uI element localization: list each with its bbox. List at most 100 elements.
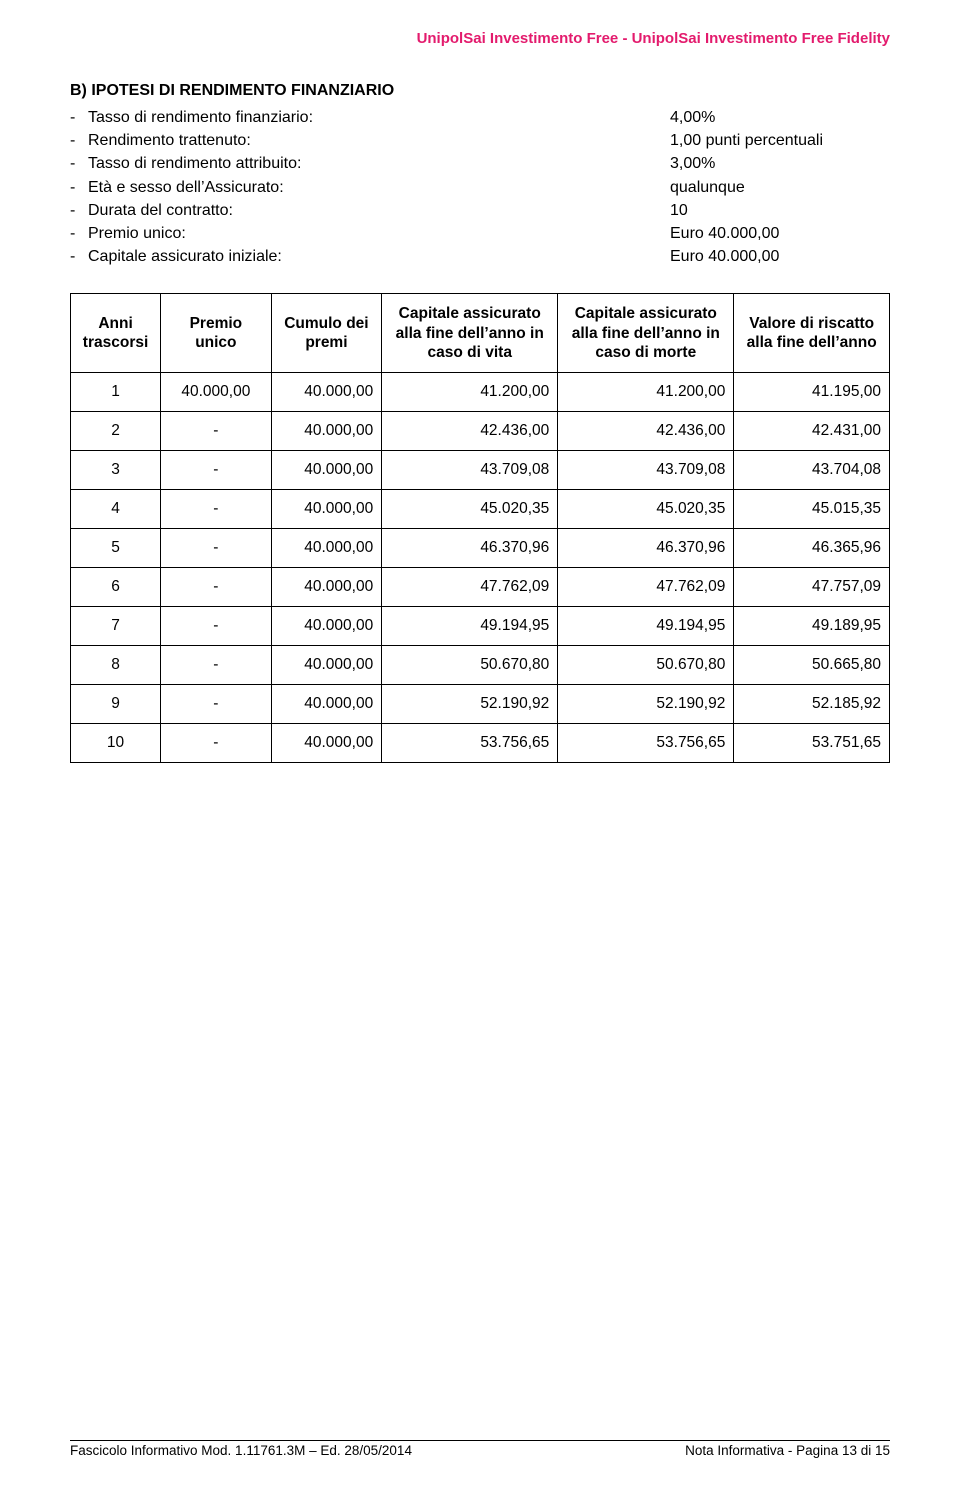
table-cell: 40.000,00	[271, 685, 382, 724]
def-label: Rendimento trattenuto:	[88, 129, 670, 152]
def-value: 4,00%	[670, 106, 890, 129]
table-cell: 42.436,00	[382, 412, 558, 451]
table-cell: 47.762,09	[382, 568, 558, 607]
table-cell: 8	[71, 646, 161, 685]
def-label: Tasso di rendimento finanziario:	[88, 106, 670, 129]
table-cell: 43.709,08	[558, 451, 734, 490]
table-cell: 40.000,00	[271, 724, 382, 763]
def-label: Capitale assicurato iniziale:	[88, 245, 670, 268]
table-cell: 10	[71, 724, 161, 763]
bullet-icon: -	[70, 199, 88, 222]
table-cell: 40.000,00	[271, 568, 382, 607]
table-cell: 40.000,00	[161, 373, 272, 412]
def-value: qualunque	[670, 176, 890, 199]
def-row: - Capitale assicurato iniziale: Euro 40.…	[70, 245, 890, 268]
table-cell: 50.670,80	[382, 646, 558, 685]
table-row: 8-40.000,0050.670,8050.670,8050.665,80	[71, 646, 890, 685]
hypothesis-definitions: - Tasso di rendimento finanziario: 4,00%…	[70, 106, 890, 268]
table-cell: 49.189,95	[734, 607, 890, 646]
table-cell: 50.670,80	[558, 646, 734, 685]
def-value: Euro 40.000,00	[670, 245, 890, 268]
table-cell: 47.757,09	[734, 568, 890, 607]
table-cell: 40.000,00	[271, 451, 382, 490]
section-title: B) IPOTESI DI RENDIMENTO FINANZIARIO	[70, 82, 890, 100]
table-row: 140.000,0040.000,0041.200,0041.200,0041.…	[71, 373, 890, 412]
table-cell: 46.370,96	[382, 529, 558, 568]
bullet-icon: -	[70, 106, 88, 129]
table-row: 7-40.000,0049.194,9549.194,9549.189,95	[71, 607, 890, 646]
col-header-cumulo: Cumulo dei premi	[271, 294, 382, 373]
table-cell: 52.185,92	[734, 685, 890, 724]
table-cell: 52.190,92	[382, 685, 558, 724]
table-cell: 6	[71, 568, 161, 607]
table-cell: 40.000,00	[271, 490, 382, 529]
def-row: - Tasso di rendimento attribuito: 3,00%	[70, 152, 890, 175]
table-cell: -	[161, 646, 272, 685]
col-header-cap-vita: Capitale assicurato alla fine dell’anno …	[382, 294, 558, 373]
footer-right: Nota Informativa - Pagina 13 di 15	[685, 1443, 890, 1458]
table-cell: 43.704,08	[734, 451, 890, 490]
table-cell: -	[161, 412, 272, 451]
def-value: 3,00%	[670, 152, 890, 175]
col-header-anni: Anni trascorsi	[71, 294, 161, 373]
table-cell: -	[161, 490, 272, 529]
table-cell: 47.762,09	[558, 568, 734, 607]
table-header-row: Anni trascorsi Premio unico Cumulo dei p…	[71, 294, 890, 373]
table-row: 3-40.000,0043.709,0843.709,0843.704,08	[71, 451, 890, 490]
projection-table: Anni trascorsi Premio unico Cumulo dei p…	[70, 293, 890, 763]
col-header-cap-morte: Capitale assicurato alla fine dell’anno …	[558, 294, 734, 373]
def-label: Durata del contratto:	[88, 199, 670, 222]
table-cell: -	[161, 451, 272, 490]
table-cell: 4	[71, 490, 161, 529]
table-cell: -	[161, 724, 272, 763]
table-row: 2-40.000,0042.436,0042.436,0042.431,00	[71, 412, 890, 451]
def-row: - Età e sesso dell’Assicurato: qualunque	[70, 176, 890, 199]
table-cell: 40.000,00	[271, 646, 382, 685]
table-cell: -	[161, 568, 272, 607]
table-cell: 46.365,96	[734, 529, 890, 568]
table-cell: 41.200,00	[558, 373, 734, 412]
def-value: Euro 40.000,00	[670, 222, 890, 245]
def-row: - Rendimento trattenuto: 1,00 punti perc…	[70, 129, 890, 152]
bullet-icon: -	[70, 222, 88, 245]
footer-left: Fascicolo Informativo Mod. 1.11761.3M – …	[70, 1443, 412, 1458]
table-cell: 9	[71, 685, 161, 724]
col-header-premio: Premio unico	[161, 294, 272, 373]
bullet-icon: -	[70, 152, 88, 175]
table-cell: 40.000,00	[271, 373, 382, 412]
bullet-icon: -	[70, 245, 88, 268]
table-row: 5-40.000,0046.370,9646.370,9646.365,96	[71, 529, 890, 568]
table-cell: 5	[71, 529, 161, 568]
table-cell: 40.000,00	[271, 412, 382, 451]
table-cell: 53.751,65	[734, 724, 890, 763]
table-row: 9-40.000,0052.190,9252.190,9252.185,92	[71, 685, 890, 724]
table-cell: 3	[71, 451, 161, 490]
def-label: Età e sesso dell’Assicurato:	[88, 176, 670, 199]
table-cell: 41.195,00	[734, 373, 890, 412]
table-cell: 52.190,92	[558, 685, 734, 724]
table-cell: 53.756,65	[382, 724, 558, 763]
table-cell: 1	[71, 373, 161, 412]
table-cell: 42.436,00	[558, 412, 734, 451]
bullet-icon: -	[70, 176, 88, 199]
bullet-icon: -	[70, 129, 88, 152]
def-row: - Premio unico: Euro 40.000,00	[70, 222, 890, 245]
table-cell: 46.370,96	[558, 529, 734, 568]
def-row: - Tasso di rendimento finanziario: 4,00%	[70, 106, 890, 129]
def-value: 1,00 punti percentuali	[670, 129, 890, 152]
table-cell: 45.015,35	[734, 490, 890, 529]
table-row: 6-40.000,0047.762,0947.762,0947.757,09	[71, 568, 890, 607]
table-cell: -	[161, 529, 272, 568]
def-label: Premio unico:	[88, 222, 670, 245]
table-cell: 7	[71, 607, 161, 646]
col-header-riscatto: Valore di riscatto alla fine dell’anno	[734, 294, 890, 373]
table-cell: 2	[71, 412, 161, 451]
table-cell: 45.020,35	[382, 490, 558, 529]
table-cell: 40.000,00	[271, 529, 382, 568]
def-label: Tasso di rendimento attribuito:	[88, 152, 670, 175]
page-footer: Fascicolo Informativo Mod. 1.11761.3M – …	[70, 1440, 890, 1458]
table-cell: 43.709,08	[382, 451, 558, 490]
table-cell: 45.020,35	[558, 490, 734, 529]
table-cell: -	[161, 685, 272, 724]
table-cell: 49.194,95	[558, 607, 734, 646]
